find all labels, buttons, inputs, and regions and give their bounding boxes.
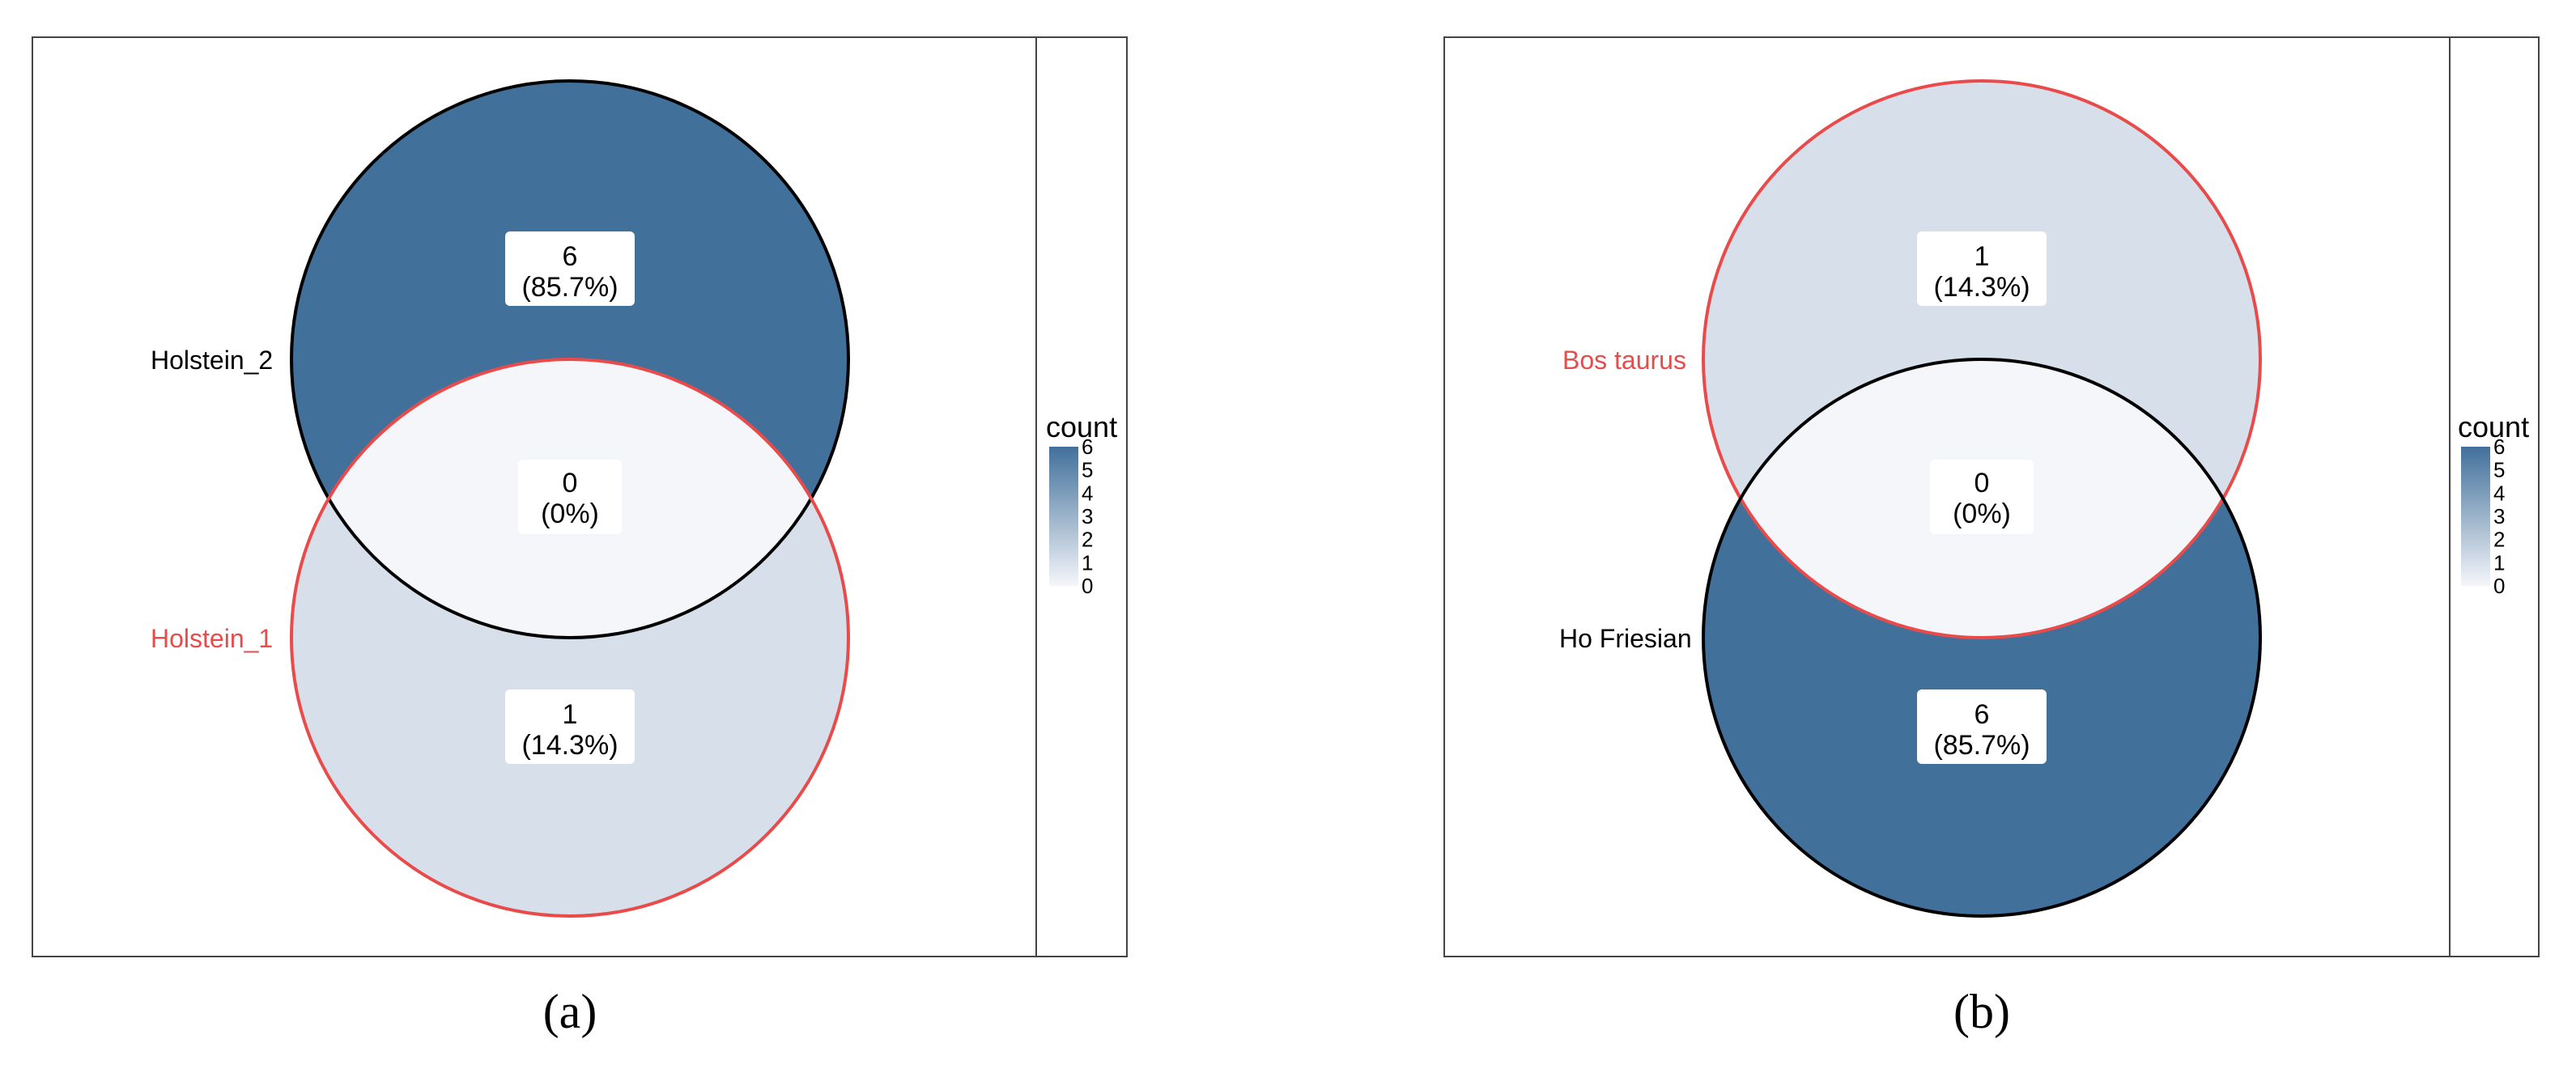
legend-tick-label: 1 [2493,550,2505,575]
region-percent: (85.7%) [1933,730,2030,761]
region-count: 0 [563,468,578,498]
set-label-top: Bos taurus [1562,346,1686,375]
panel-a: 6 (85.7%) 0 (0%) 1 (14.3%) Holstein_2 Ho… [32,36,1128,1038]
legend-tick-label: 2 [1082,528,1093,552]
legend-tick-label: 5 [2493,458,2505,482]
region-label-bottom: 1 (14.3%) [505,689,635,764]
region-count: 0 [1975,468,1990,498]
region-label-intersection: 0 (0%) [518,460,622,534]
legend-tick-label: 1 [1082,550,1093,575]
region-label-intersection: 0 (0%) [1930,460,2034,534]
panel-label: (b) [1953,985,2010,1038]
set-outline-bottom [290,358,850,918]
legend-colorbar [2461,447,2490,586]
region-count: 6 [563,241,578,272]
legend-tick-label: 2 [2493,528,2505,552]
legend-tick-label: 4 [2493,481,2505,505]
panel-label: (a) [543,985,597,1038]
legend-title: count [2458,410,2529,443]
region-count: 1 [563,699,578,730]
region-percent: (85.7%) [521,272,618,303]
region-count: 1 [1975,241,1990,272]
legend-tick-label: 3 [1082,504,1093,528]
plot-frame [32,36,1128,957]
panel-b: 1 (14.3%) 0 (0%) 6 (85.7%) Bos taurus Ho… [1443,36,2540,1038]
legend-tick-label: 0 [2493,574,2505,598]
region-percent: (14.3%) [1933,272,2030,303]
region-count: 6 [1975,699,1990,730]
region-label-top: 1 (14.3%) [1917,231,2047,306]
set-outline-bottom [1702,358,2262,918]
set-label-bottom: Ho Friesian [1559,624,1692,653]
plot-frame [1443,36,2540,957]
legend-tick-label: 5 [1082,458,1093,482]
legend-tick-label: 6 [1082,435,1093,459]
region-percent: (0%) [541,498,599,529]
set-outline-top [1702,79,2262,639]
region-percent: (0%) [1953,498,2011,529]
legend-title: count [1046,410,1117,443]
set-outline-top [290,79,850,639]
legend-tick-label: 6 [2493,435,2505,459]
region-label-bottom: 6 (85.7%) [1917,689,2047,764]
set-label-top: Holstein_2 [151,346,273,375]
region-label-top: 6 (85.7%) [505,231,635,306]
legend-colorbar [1049,447,1078,586]
legend-tick-label: 4 [1082,481,1093,505]
set-label-bottom: Holstein_1 [151,624,273,653]
legend-tick-label: 3 [2493,504,2505,528]
legend-tick-label: 0 [1082,574,1093,598]
region-percent: (14.3%) [521,730,618,761]
